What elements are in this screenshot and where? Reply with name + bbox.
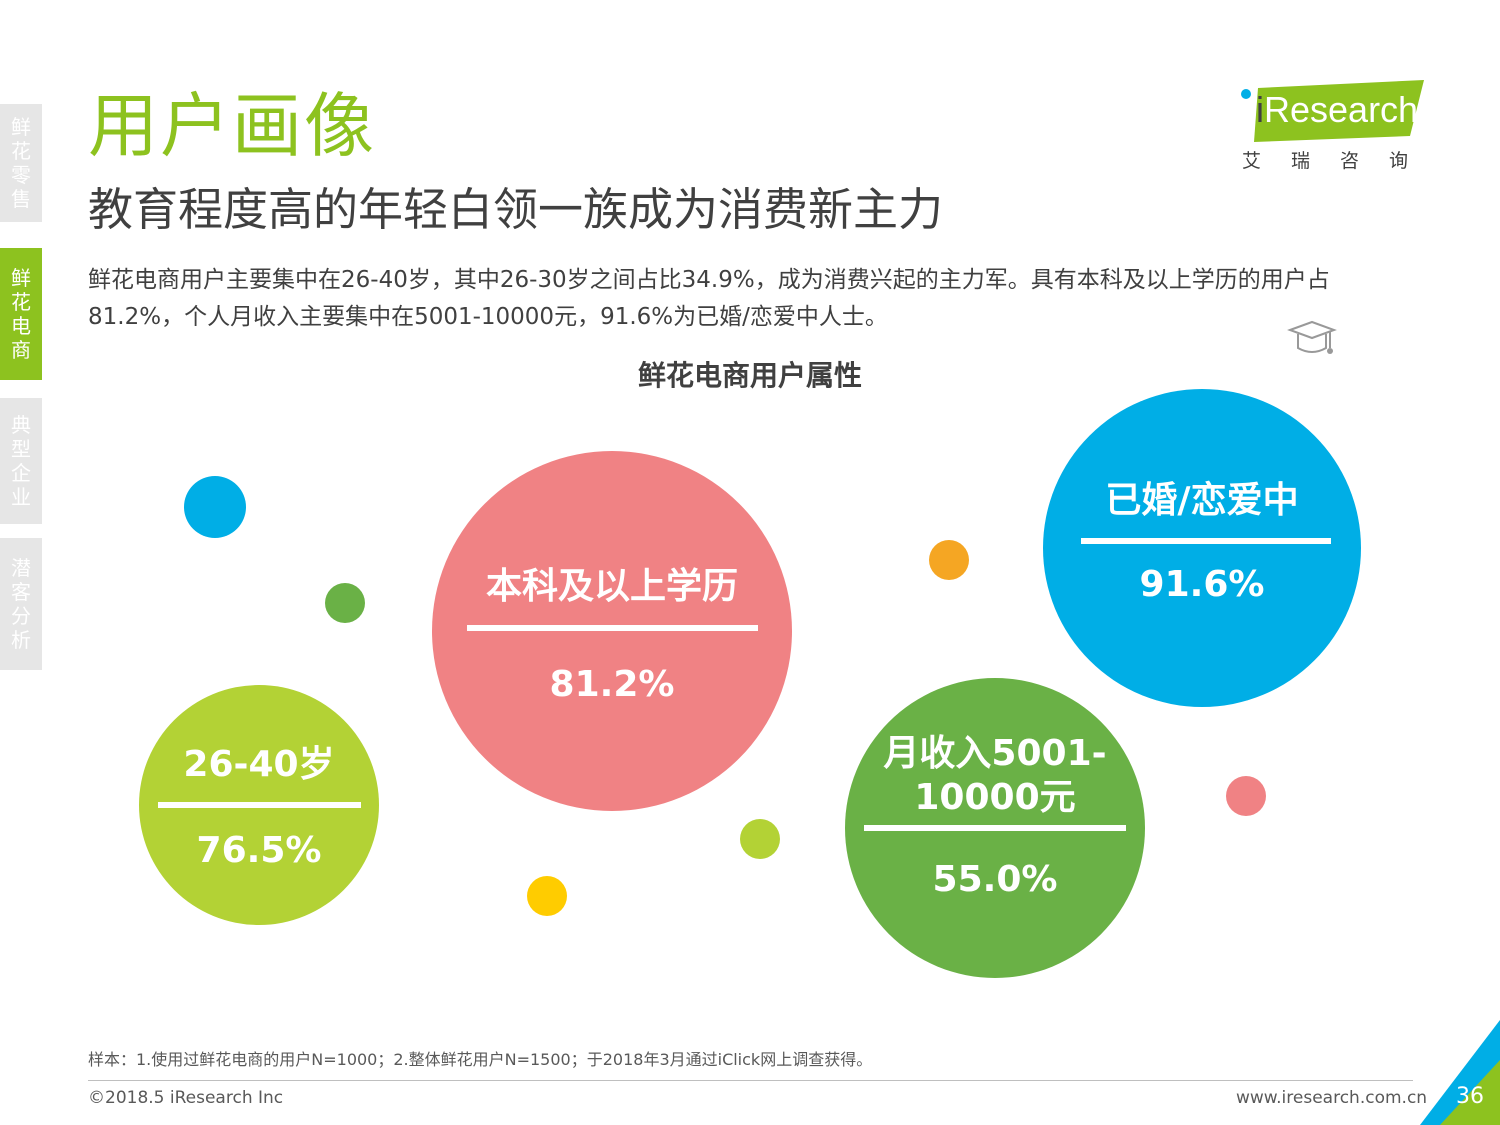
page-number: 36 xyxy=(1456,1084,1484,1109)
logo-brand: Research xyxy=(1264,89,1419,130)
stat-divider xyxy=(1081,538,1331,544)
side-nav-item-retail[interactable]: 鲜花零售 xyxy=(0,104,42,222)
stat-label: 已婚/恋爱中 xyxy=(1105,480,1299,521)
side-nav-item-prospects[interactable]: 潜客分析 xyxy=(0,538,42,670)
stat-bubble-marital: 已婚/恋爱中 91.6% xyxy=(1043,389,1361,707)
decor-dot-pink xyxy=(1226,776,1266,816)
stat-value: 91.6% xyxy=(1139,564,1265,605)
side-nav-item-companies[interactable]: 典型企业 xyxy=(0,398,42,524)
page-title: 用户画像 xyxy=(88,85,376,167)
side-nav-item-label: 鲜花零售 xyxy=(11,115,31,211)
logo-i-mark: i xyxy=(1256,89,1264,130)
stat-bubble-income: 月收入5001- 10000元 55.0% xyxy=(845,678,1145,978)
stat-bubble-education: 本科及以上学历 81.2% xyxy=(432,451,792,811)
logo-wordmark: iResearch xyxy=(1256,88,1418,132)
stat-label: 26-40岁 xyxy=(183,744,335,785)
side-nav-item-label: 鲜花电商 xyxy=(11,266,31,362)
chart-title: 鲜花电商用户属性 xyxy=(637,359,862,392)
stat-value: 55.0% xyxy=(932,859,1058,900)
stat-bubble-age: 26-40岁 76.5% xyxy=(139,685,379,925)
logo-badge-shape xyxy=(1241,80,1424,142)
page-subtitle: 教育程度高的年轻白领一族成为消费新主力 xyxy=(88,183,944,236)
stat-value: 76.5% xyxy=(196,830,322,871)
footer-divider xyxy=(88,1080,1413,1081)
side-nav-item-label: 潜客分析 xyxy=(11,556,31,652)
decor-dot-green xyxy=(325,583,365,623)
iresearch-logo: iResearch 艾瑞咨询 xyxy=(1236,80,1426,175)
decor-dot-orange xyxy=(929,540,969,580)
stat-label: 本科及以上学历 xyxy=(485,566,738,607)
intro-text: 鲜花电商用户主要集中在26-40岁，其中26-30岁之间占比34.9%，成为消费… xyxy=(88,267,1330,330)
sample-footnote: 样本：1.使用过鲜花电商的用户N=1000；2.整体鲜花用户N=1500；于20… xyxy=(88,1050,873,1069)
website-link[interactable]: www.iresearch.com.cn xyxy=(1236,1088,1428,1108)
decor-dot-yellow xyxy=(527,876,567,916)
stat-value: 81.2% xyxy=(549,664,675,705)
stat-label: 月收入5001- 10000元 xyxy=(883,733,1107,818)
corner-decoration xyxy=(1420,1020,1500,1125)
logo-tagline: 艾瑞咨询 xyxy=(1242,150,1439,172)
stat-divider xyxy=(467,625,758,631)
side-nav-item-label: 典型企业 xyxy=(11,413,31,509)
graduation-cap-icon xyxy=(1287,320,1337,354)
decor-dot-lime xyxy=(740,819,780,859)
decor-dot-blue xyxy=(184,476,246,538)
side-nav-item-ecommerce[interactable]: 鲜花电商 xyxy=(0,248,42,380)
stat-divider xyxy=(864,825,1126,831)
stat-divider xyxy=(158,802,361,808)
copyright: ©2018.5 iResearch Inc xyxy=(88,1088,284,1108)
